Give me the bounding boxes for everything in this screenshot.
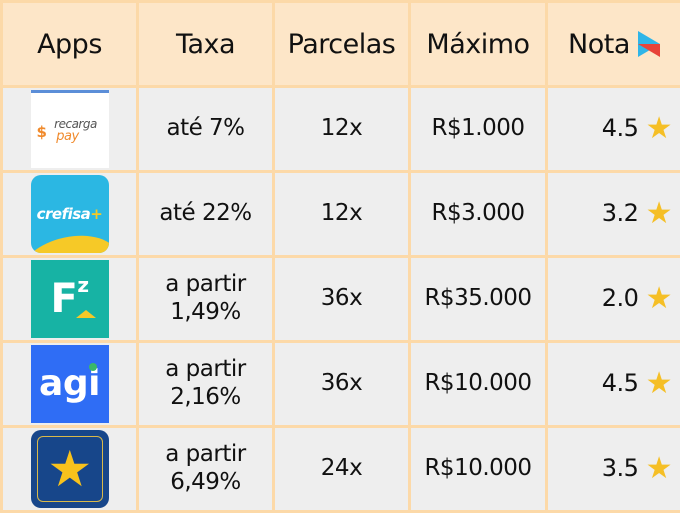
fz-logo: Fz	[31, 260, 109, 338]
taxa-line1: a partir	[139, 441, 272, 469]
taxa-line2: 6,49%	[139, 469, 272, 497]
agi-logo: agi	[31, 345, 109, 423]
taxa-cell: até 22%	[138, 172, 274, 257]
maximo-cell: R$35.000	[410, 257, 547, 342]
star-icon: ★	[646, 451, 672, 486]
header-apps: Apps	[2, 2, 138, 87]
parcelas-cell: 24x	[274, 427, 410, 512]
nota-cell: 4.5 ★	[547, 87, 680, 172]
header-taxa: Taxa	[138, 2, 274, 87]
star-icon: ★	[646, 196, 672, 231]
taxa-line1: a partir	[139, 356, 272, 384]
header-row: Apps Taxa Parcelas Máximo Nota	[2, 2, 680, 87]
taxa-cell: até 7%	[138, 87, 274, 172]
maximo-cell: R$10.000	[410, 342, 547, 427]
google-play-icon	[638, 31, 660, 57]
maximo-cell: R$10.000	[410, 427, 547, 512]
star-icon: ★	[646, 111, 672, 146]
nota-value: 2.0	[602, 284, 639, 312]
nota-value: 4.5	[602, 114, 639, 142]
maximo-cell: R$1.000	[410, 87, 547, 172]
table-row: crefisa+ até 22% 12x R$3.000 3.2 ★	[2, 172, 680, 257]
star-app-logo: ★	[31, 430, 109, 508]
crefisa-logo: crefisa+	[31, 175, 109, 253]
parcelas-cell: 12x	[274, 172, 410, 257]
nota-value: 3.2	[602, 199, 639, 227]
parcelas-cell: 36x	[274, 342, 410, 427]
nota-cell: 3.5 ★	[547, 427, 680, 512]
header-nota: Nota	[547, 2, 680, 87]
taxa-line1: a partir	[139, 271, 272, 299]
nota-value: 3.5	[602, 454, 639, 482]
header-parcelas: Parcelas	[274, 2, 410, 87]
taxa-line2: 2,16%	[139, 384, 272, 412]
maximo-cell: R$3.000	[410, 172, 547, 257]
star-icon: ★	[646, 281, 672, 316]
parcelas-cell: 36x	[274, 257, 410, 342]
header-nota-label: Nota	[568, 29, 630, 60]
nota-value: 4.5	[602, 369, 639, 397]
star-icon: ★	[646, 366, 672, 401]
nota-cell: 2.0 ★	[547, 257, 680, 342]
header-maximo: Máximo	[410, 2, 547, 87]
nota-cell: 4.5 ★	[547, 342, 680, 427]
taxa-line2: 1,49%	[139, 299, 272, 327]
nota-cell: 3.2 ★	[547, 172, 680, 257]
parcelas-cell: 12x	[274, 87, 410, 172]
